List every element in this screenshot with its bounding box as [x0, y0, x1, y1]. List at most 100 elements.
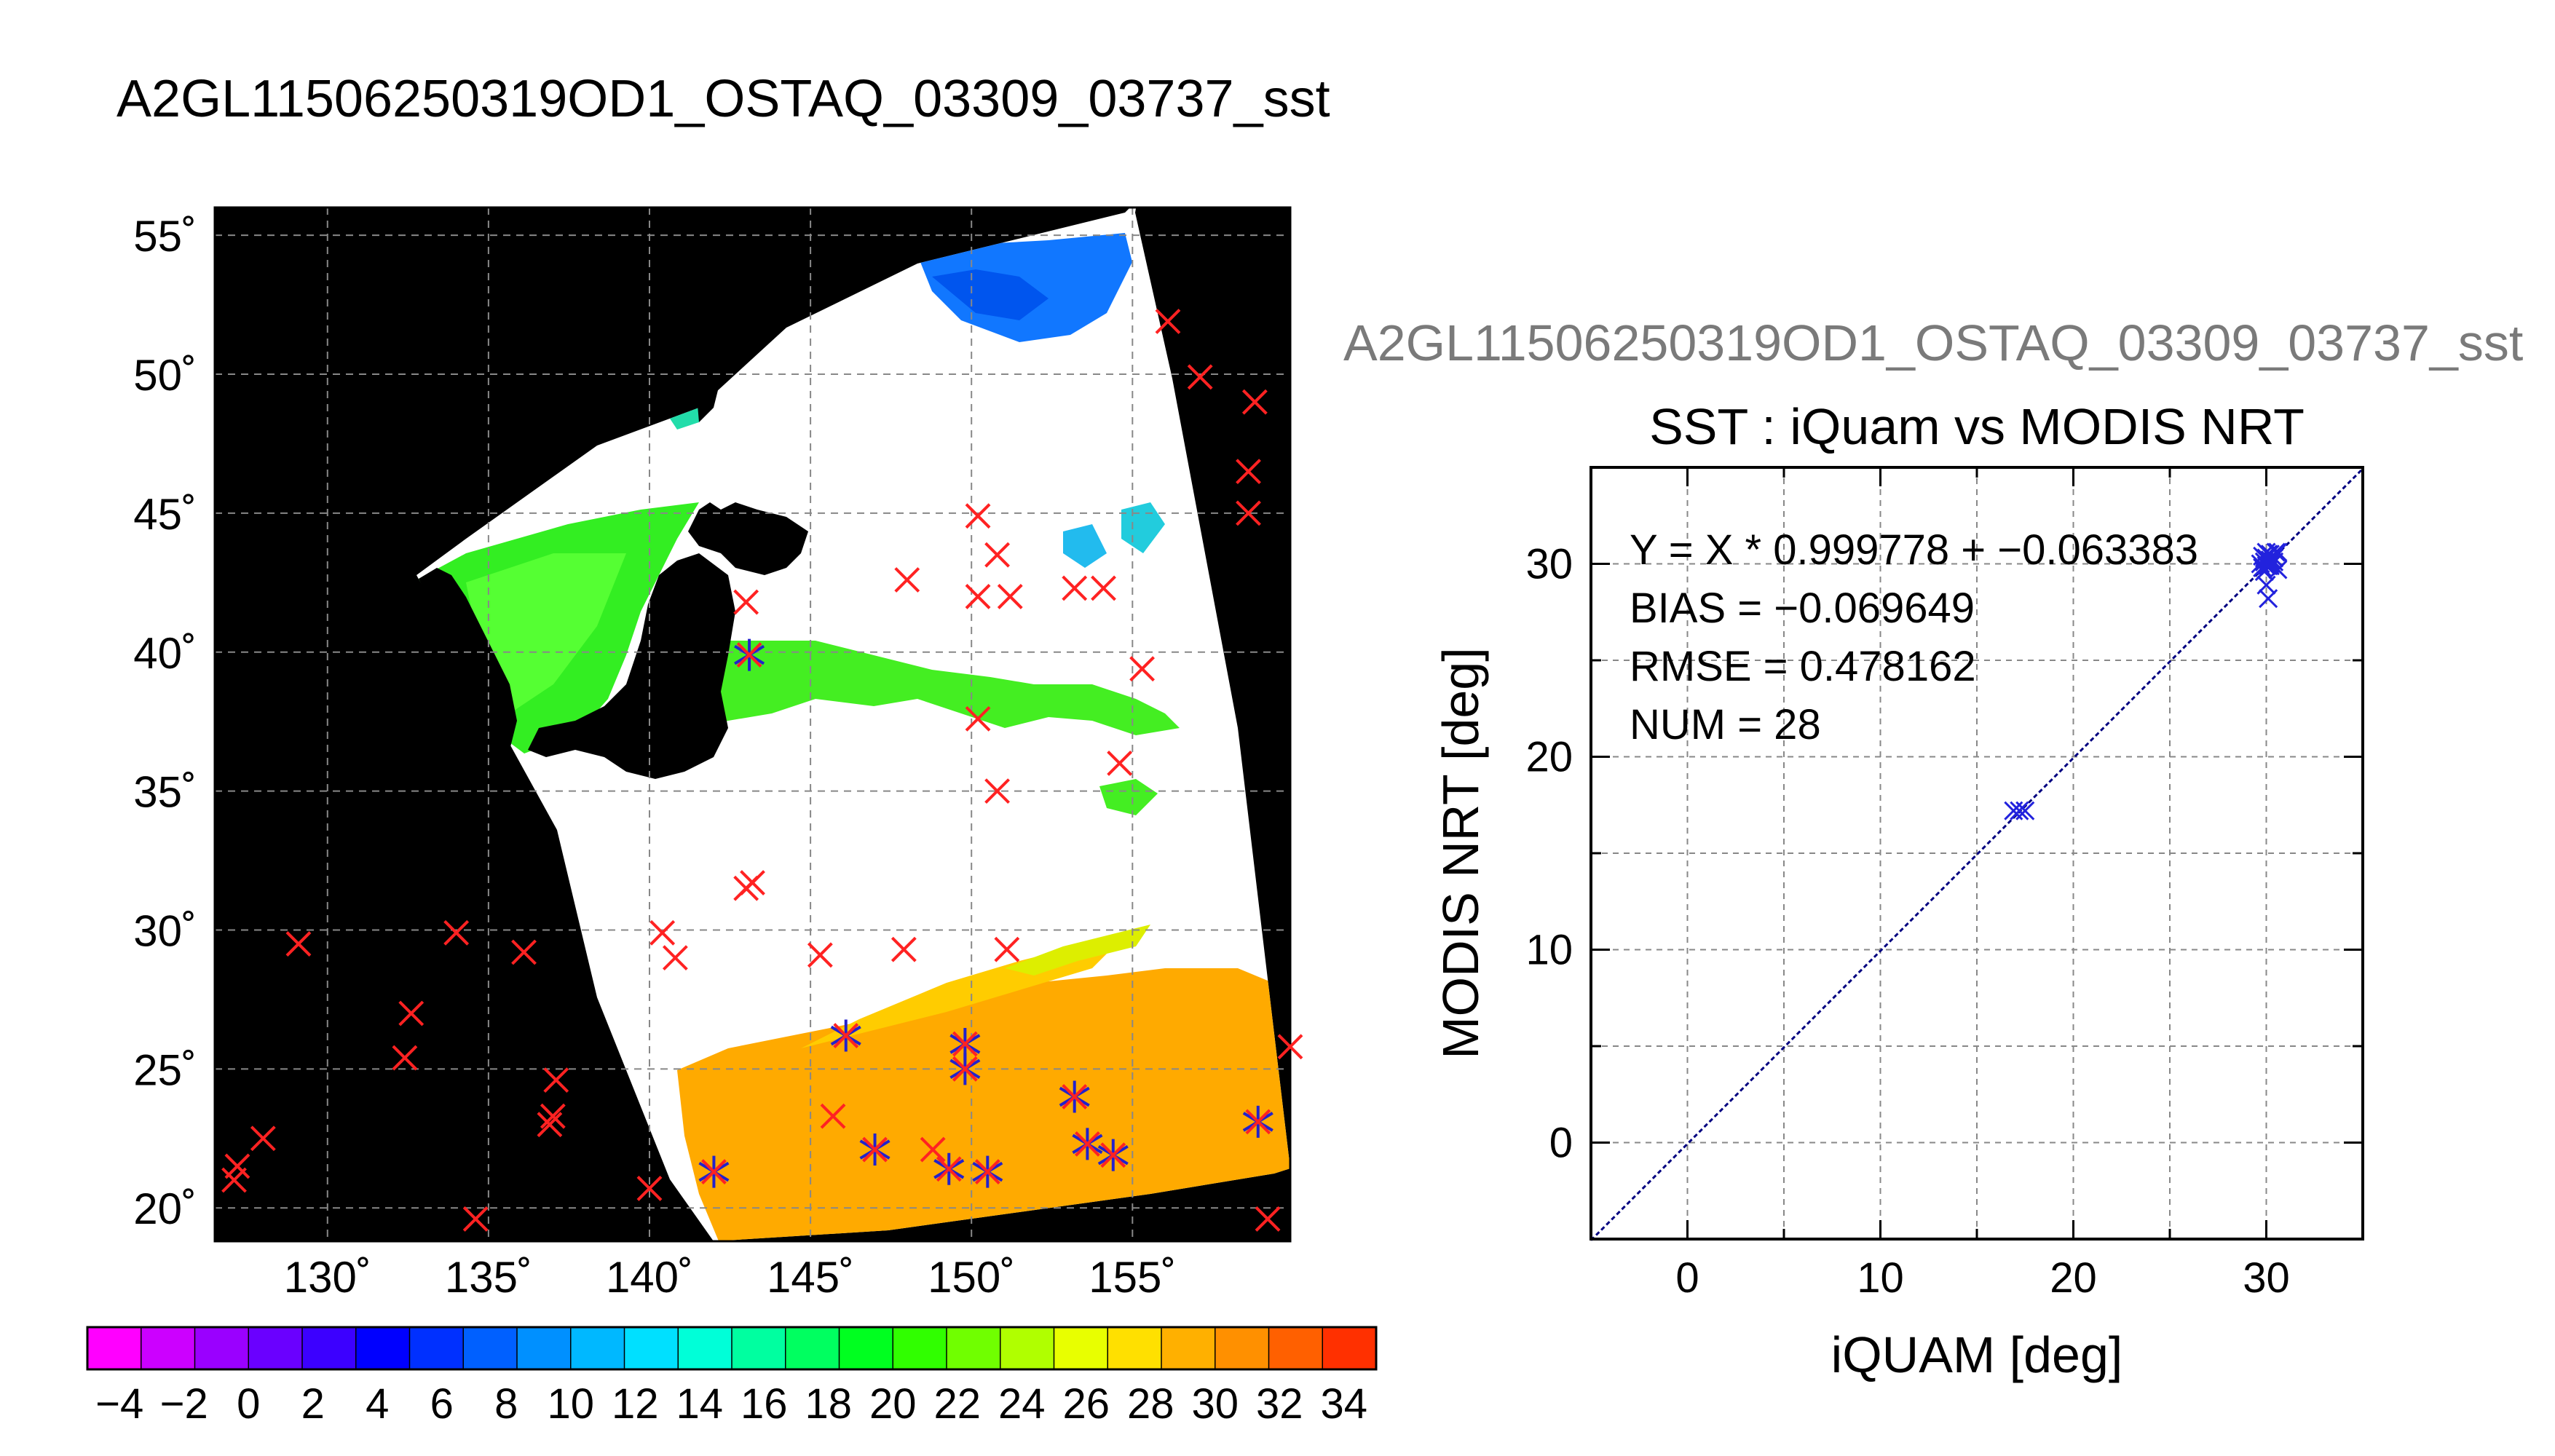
colorbar-segment	[355, 1327, 410, 1369]
marker-red-x	[984, 542, 1010, 568]
marker-matchup-star	[972, 1155, 1003, 1188]
marker-red-x	[807, 942, 833, 968]
scatter-point	[2268, 542, 2288, 562]
colorbar-segment	[947, 1327, 1001, 1369]
page-title: A2GL11506250319OD1_OSTAQ_03309_03737_sst	[117, 70, 1330, 128]
colorbar-segment	[1054, 1327, 1108, 1369]
colorbar-segment	[785, 1327, 840, 1369]
colorbar-segment	[248, 1327, 303, 1369]
colorbar-segment	[1107, 1327, 1162, 1369]
colorbar-segment	[1215, 1327, 1269, 1369]
marker-red-x	[733, 875, 759, 901]
marker-red-x	[1129, 656, 1155, 682]
marker-red-x	[1241, 389, 1268, 415]
marker-red-x	[1187, 364, 1213, 390]
marker-red-x	[285, 931, 312, 957]
x-tick-label: 30	[2243, 1254, 2290, 1302]
colorbar-tick-label: 18	[805, 1380, 852, 1428]
marker-red-x	[1107, 751, 1133, 776]
marker-red-x	[733, 589, 759, 615]
colorbar-segment	[302, 1327, 357, 1369]
map-lat-label: 50˚	[133, 351, 197, 400]
marker-red-x	[1255, 1206, 1281, 1232]
marker-red-x	[511, 939, 537, 965]
map-lat-label: 40˚	[133, 629, 197, 678]
map-lon-label: 140˚	[606, 1253, 693, 1302]
colorbar-tick-label: 6	[430, 1380, 454, 1428]
colorbar-tick-label: 10	[547, 1380, 594, 1428]
marker-red-x	[894, 567, 920, 593]
scatter-header: A2GL11506250319OD1_OSTAQ_03309_03737_sst	[1343, 314, 2523, 371]
map-lon-label: 150˚	[928, 1253, 1015, 1302]
colorbar-tick-label: 34	[1320, 1380, 1367, 1428]
map-lon-label: 155˚	[1089, 1253, 1176, 1302]
y-tick-label: 10	[1525, 927, 1573, 974]
y-tick-label: 30	[1525, 541, 1573, 588]
colorbar-tick-label: 30	[1191, 1380, 1239, 1428]
colorbar-tick-label: 24	[998, 1380, 1046, 1428]
colorbar-segment	[732, 1327, 786, 1369]
marker-matchup-star	[698, 1155, 730, 1188]
colorbar-tick-label: −2	[160, 1380, 208, 1428]
marker-matchup-star	[1072, 1128, 1103, 1160]
map-lat-label: 55˚	[133, 212, 197, 261]
colorbar-tick-label: 26	[1062, 1380, 1110, 1428]
marker-red-x	[965, 583, 991, 609]
marker-red-x	[994, 936, 1020, 962]
colorbar-tick-label: −4	[95, 1380, 143, 1428]
land-honshu	[528, 553, 735, 779]
marker-red-x	[398, 1000, 424, 1026]
marker-red-x	[1062, 575, 1088, 601]
marker-red-x	[1277, 1034, 1303, 1060]
colorbar-tick-label: 4	[366, 1380, 389, 1428]
colorbar-segment	[893, 1327, 947, 1369]
marker-red-x	[649, 919, 676, 946]
marker-matchup-star	[859, 1133, 891, 1166]
scatter-point	[2253, 546, 2272, 566]
map-latitude-labels: 20˚ 25˚ 30˚ 35˚ 40˚ 45˚ 50˚ 55˚	[133, 212, 197, 1233]
marker-matchup-star	[949, 1053, 981, 1085]
colorbar-tick-label: 16	[741, 1380, 788, 1428]
colorbar-tick-label: 12	[612, 1380, 659, 1428]
map-lon-label: 135˚	[445, 1253, 532, 1302]
marker-red-x	[250, 1125, 276, 1152]
marker-red-x	[540, 1103, 566, 1129]
marker-red-x	[891, 936, 917, 962]
map-lat-label: 20˚	[133, 1184, 197, 1233]
colorbar-tick-label: 32	[1256, 1380, 1303, 1428]
colorbar-tick-label: 8	[494, 1380, 518, 1428]
colorbar-segment	[1322, 1327, 1377, 1369]
map-lat-label: 35˚	[133, 768, 197, 817]
marker-matchup-star	[830, 1019, 861, 1052]
marker-red-x	[965, 705, 991, 732]
scatter-point	[2010, 801, 2029, 820]
marker-red-x	[443, 919, 470, 946]
marker-red-x	[662, 945, 688, 971]
map-lat-label: 30˚	[133, 906, 197, 955]
colorbar-segment	[1000, 1327, 1054, 1369]
map-lon-label: 145˚	[767, 1253, 854, 1302]
colorbar-segment	[1268, 1327, 1323, 1369]
colorbar-segment	[463, 1327, 518, 1369]
scatter-point	[2259, 550, 2278, 570]
marker-matchup-star	[1242, 1105, 1273, 1138]
marker-red-x	[1236, 459, 1261, 485]
marker-matchup-star	[1059, 1080, 1090, 1113]
marker-matchup-star	[1097, 1139, 1129, 1171]
colorbar-tick-label: 22	[933, 1380, 981, 1428]
colorbar-segment	[517, 1327, 572, 1369]
x-tick-label: 20	[2050, 1254, 2097, 1302]
scatter-points	[2004, 542, 2288, 820]
x-tick-label: 0	[1675, 1254, 1699, 1302]
marker-red-x	[1091, 575, 1116, 601]
y-tick-label: 0	[1549, 1120, 1573, 1167]
x-axis-label: iQUAM [deg]	[1831, 1326, 2123, 1383]
y-axis-label: MODIS NRT [deg]	[1432, 647, 1489, 1059]
colorbar-segment	[87, 1327, 142, 1369]
colorbar-frame	[86, 1326, 1378, 1371]
marker-red-x	[984, 778, 1010, 804]
marker-red-x	[1155, 309, 1181, 334]
colorbar-tick-label: 2	[301, 1380, 325, 1428]
fit-statistic-line: Y = X * 0.999778 + −0.063383	[1630, 526, 2198, 574]
scatter-ticks: 0 10 20 30 0 10 20 30	[1525, 467, 2363, 1302]
